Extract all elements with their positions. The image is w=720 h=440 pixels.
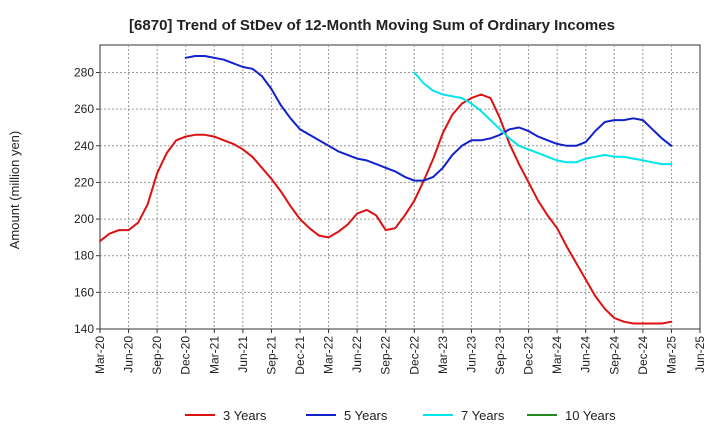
legend-label: 10 Years <box>565 408 616 423</box>
x-tick-label: Jun-21 <box>236 336 250 373</box>
plot-area <box>99 44 701 330</box>
x-tick-label: Mar-24 <box>550 336 564 374</box>
y-tick-label: 160 <box>74 285 94 299</box>
x-tick-label: Sep-22 <box>379 336 393 375</box>
y-tick-label: 280 <box>74 65 94 79</box>
y-tick-label: 220 <box>74 175 94 189</box>
y-tick-label: 200 <box>74 212 94 226</box>
legend-label: 7 Years <box>461 408 505 423</box>
x-tick-label: Sep-24 <box>607 336 621 375</box>
series-line-5-years <box>184 55 673 182</box>
x-tick-label: Mar-20 <box>93 336 107 374</box>
x-tick-label: Jun-22 <box>350 336 364 373</box>
legend-label: 3 Years <box>223 408 267 423</box>
y-tick-label: 240 <box>74 139 94 153</box>
x-tick-label: Mar-23 <box>436 336 450 374</box>
y-tick-label: 180 <box>74 249 94 263</box>
series-line-7-years <box>413 71 673 166</box>
x-tick-label: Dec-24 <box>636 336 650 375</box>
x-tick-label: Sep-23 <box>493 336 507 375</box>
x-tick-label: Mar-22 <box>322 336 336 374</box>
legend: 3 Years 5 Years 7 Years 10 Years <box>185 408 616 423</box>
x-tick-label: Jun-23 <box>464 336 478 373</box>
x-tick-label: Dec-23 <box>522 336 536 375</box>
x-tick-label: Dec-20 <box>179 336 193 375</box>
y-tick-label: 140 <box>74 322 94 336</box>
x-tick-label: Dec-22 <box>407 336 421 375</box>
chart-title: [6870] Trend of StDev of 12-Month Moving… <box>129 17 615 34</box>
x-tick-label: Jun-20 <box>122 336 136 373</box>
x-tick-label: Mar-21 <box>207 336 221 374</box>
x-tick-label: Dec-21 <box>293 336 307 375</box>
series-line-3-years <box>99 93 673 325</box>
x-tick-label: Jun-25 <box>693 336 707 373</box>
x-tick-label: Sep-21 <box>264 336 278 375</box>
x-tick-label: Jun-24 <box>579 336 593 373</box>
y-axis-label: Amount (million yen) <box>7 131 22 250</box>
y-tick-label: 260 <box>74 102 94 116</box>
x-tick-label: Mar-25 <box>664 336 678 374</box>
legend-label: 5 Years <box>344 408 388 423</box>
x-tick-label: Sep-20 <box>150 336 164 375</box>
